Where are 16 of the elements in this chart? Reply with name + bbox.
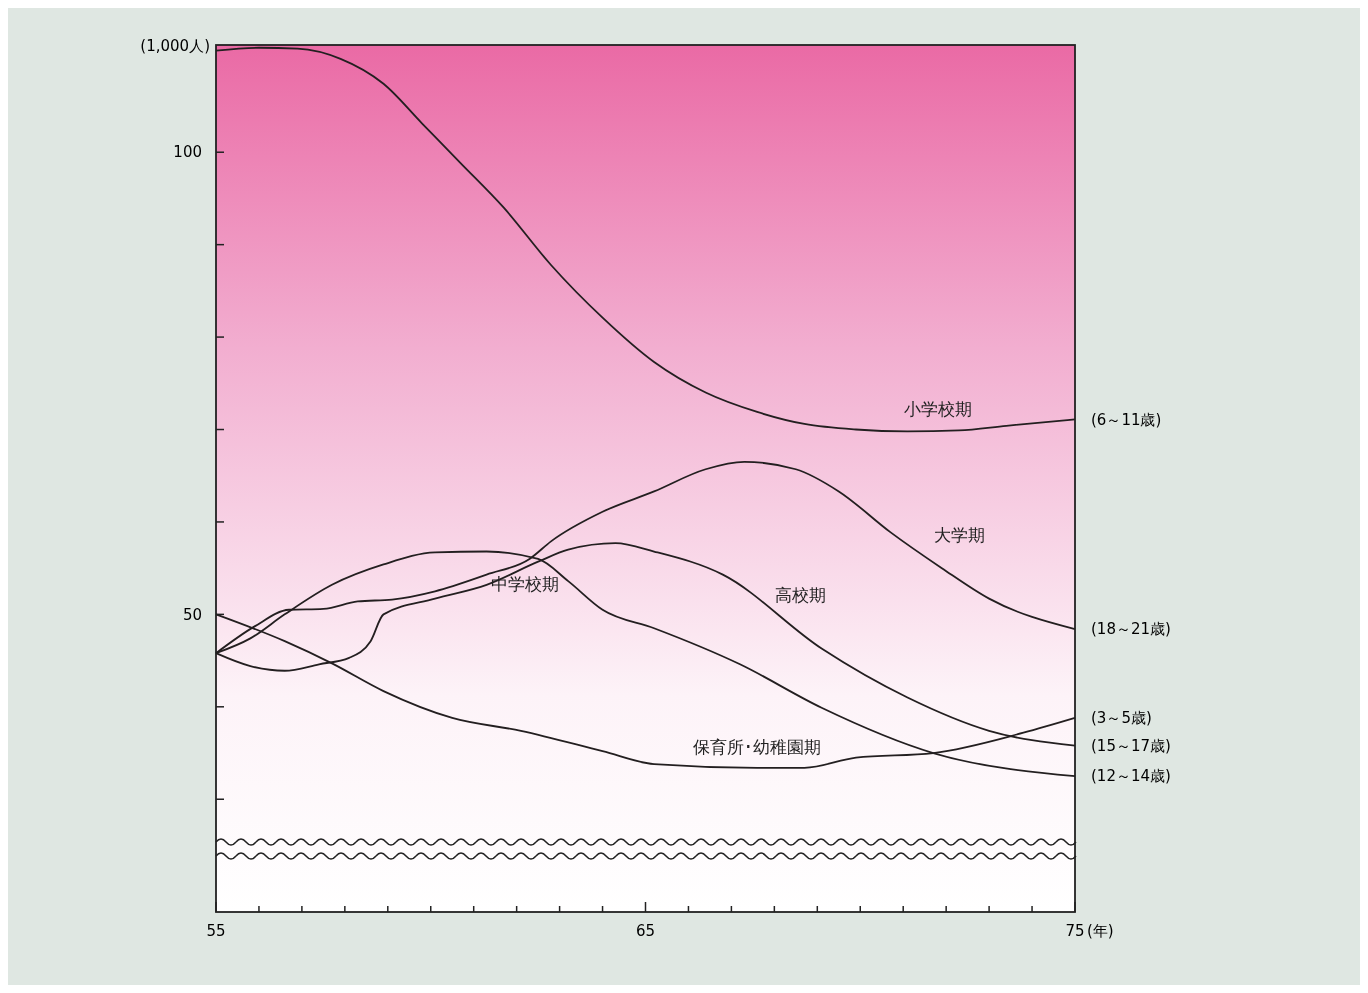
text: (15～17歳) [1091, 736, 1171, 755]
text: (3～5歳) [1091, 709, 1152, 728]
y-tick-label: 100 [173, 143, 202, 162]
x-tick-label: 75 [1065, 922, 1085, 940]
text: (18～21歳) [1091, 620, 1171, 639]
y-axis-title: (1,000人) [140, 37, 210, 55]
series-label: 保育所･幼稚園期 [693, 737, 822, 758]
x-tick-label: 65 [635, 922, 656, 940]
text: (12～14歳) [1091, 767, 1171, 786]
series-label: 高校期 [774, 585, 826, 606]
text: (6～11歳) [1091, 410, 1162, 429]
y-tick-label: 50 [182, 605, 202, 624]
x-axis-title: (年) [1087, 922, 1114, 940]
series-label: 小学校期 [903, 398, 972, 419]
x-tick-label: 55 [206, 922, 226, 940]
series-label: 大学期 [933, 525, 985, 546]
